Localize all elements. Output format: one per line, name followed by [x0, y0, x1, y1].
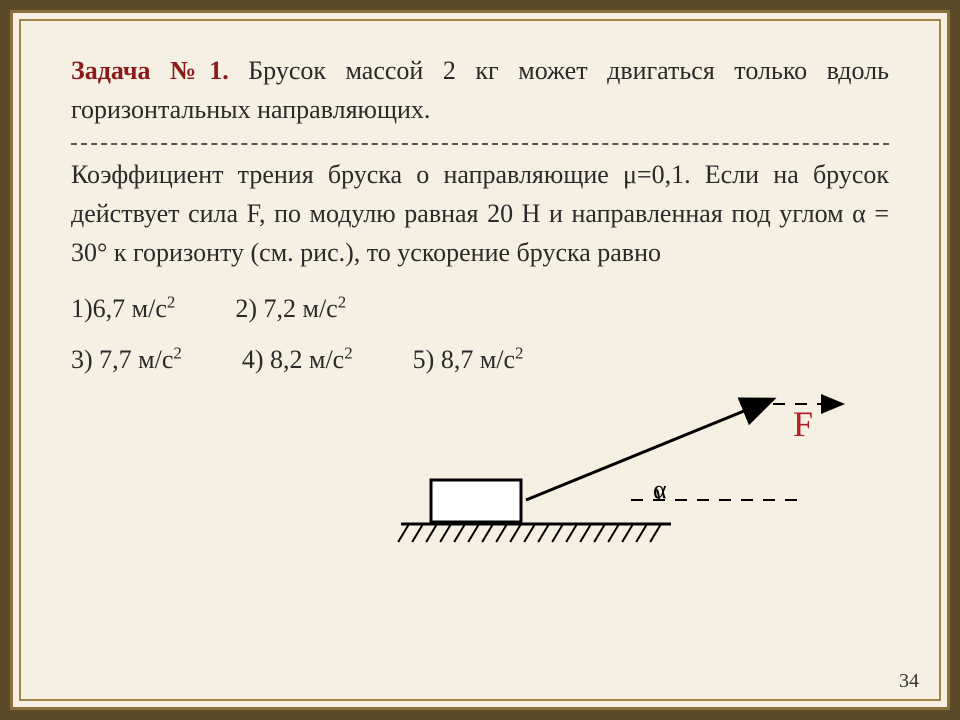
- answer-3: 3) 7,7 м/с2: [71, 337, 182, 384]
- divider-dash: [71, 143, 889, 145]
- physics-diagram: αF: [371, 370, 871, 560]
- diagram-area: αF: [71, 388, 889, 558]
- svg-text:α: α: [653, 475, 667, 504]
- slide-inner-frame: Задача №1. Брусок массой 2 кг может двиг…: [19, 19, 941, 701]
- problem-paragraph-1: Задача №1. Брусок массой 2 кг может двиг…: [71, 51, 889, 129]
- answer-2: 2) 7,2 м/с2: [235, 286, 346, 333]
- svg-text:F: F: [793, 404, 813, 444]
- problem-paragraph-2: Коэффициент трения бруска о направляющие…: [71, 155, 889, 272]
- slide-outer-frame: Задача №1. Брусок массой 2 кг может двиг…: [10, 10, 950, 710]
- answer-1: 1)6,7 м/с2: [71, 286, 175, 333]
- answer-4: 4) 8,2 м/с2: [242, 337, 353, 384]
- problem-title: Задача №1.: [71, 56, 229, 85]
- page-number: 34: [899, 670, 919, 693]
- answer-row-1: 1)6,7 м/с2 2) 7,2 м/с2: [71, 286, 889, 333]
